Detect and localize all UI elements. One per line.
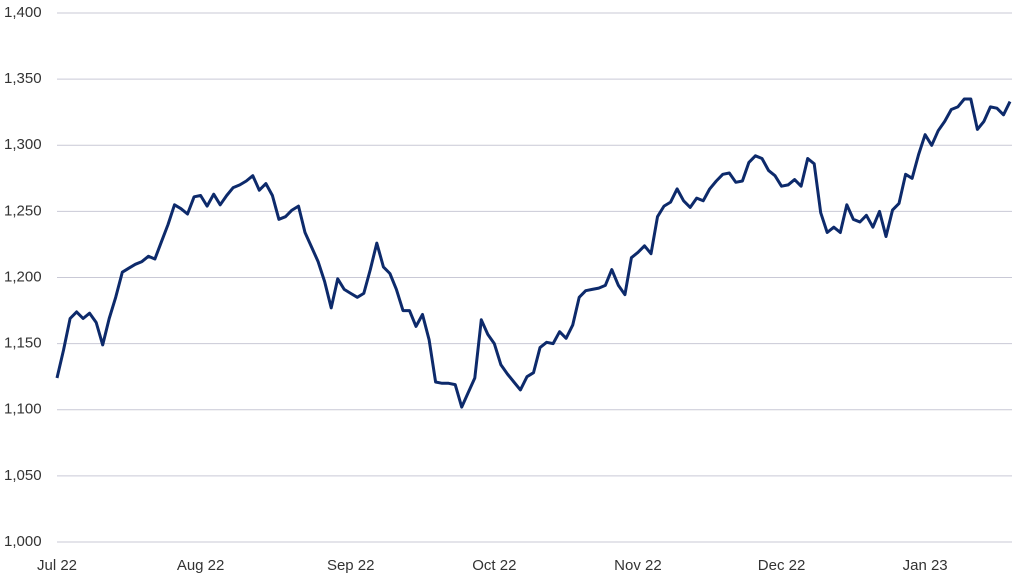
y-tick-label: 1,400 — [4, 4, 42, 21]
x-tick-label: Aug 22 — [177, 557, 225, 574]
y-tick-label: 1,250 — [4, 202, 42, 219]
y-tick-label: 1,300 — [4, 136, 42, 153]
x-tick-label: Sep 22 — [327, 557, 375, 574]
y-tick-label: 1,100 — [4, 401, 42, 418]
x-tick-label: Oct 22 — [472, 557, 516, 574]
y-tick-label: 1,150 — [4, 335, 42, 352]
x-tick-label: Jul 22 — [37, 557, 77, 574]
y-tick-label: 1,350 — [4, 70, 42, 87]
x-tick-label: Nov 22 — [614, 557, 662, 574]
y-tick-label: 1,000 — [4, 533, 42, 550]
y-tick-label: 1,200 — [4, 268, 42, 285]
y-tick-label: 1,050 — [4, 467, 42, 484]
line-series — [55, 97, 1012, 409]
x-tick-label: Dec 22 — [758, 557, 806, 574]
x-tick-label: Jan 23 — [903, 557, 948, 574]
